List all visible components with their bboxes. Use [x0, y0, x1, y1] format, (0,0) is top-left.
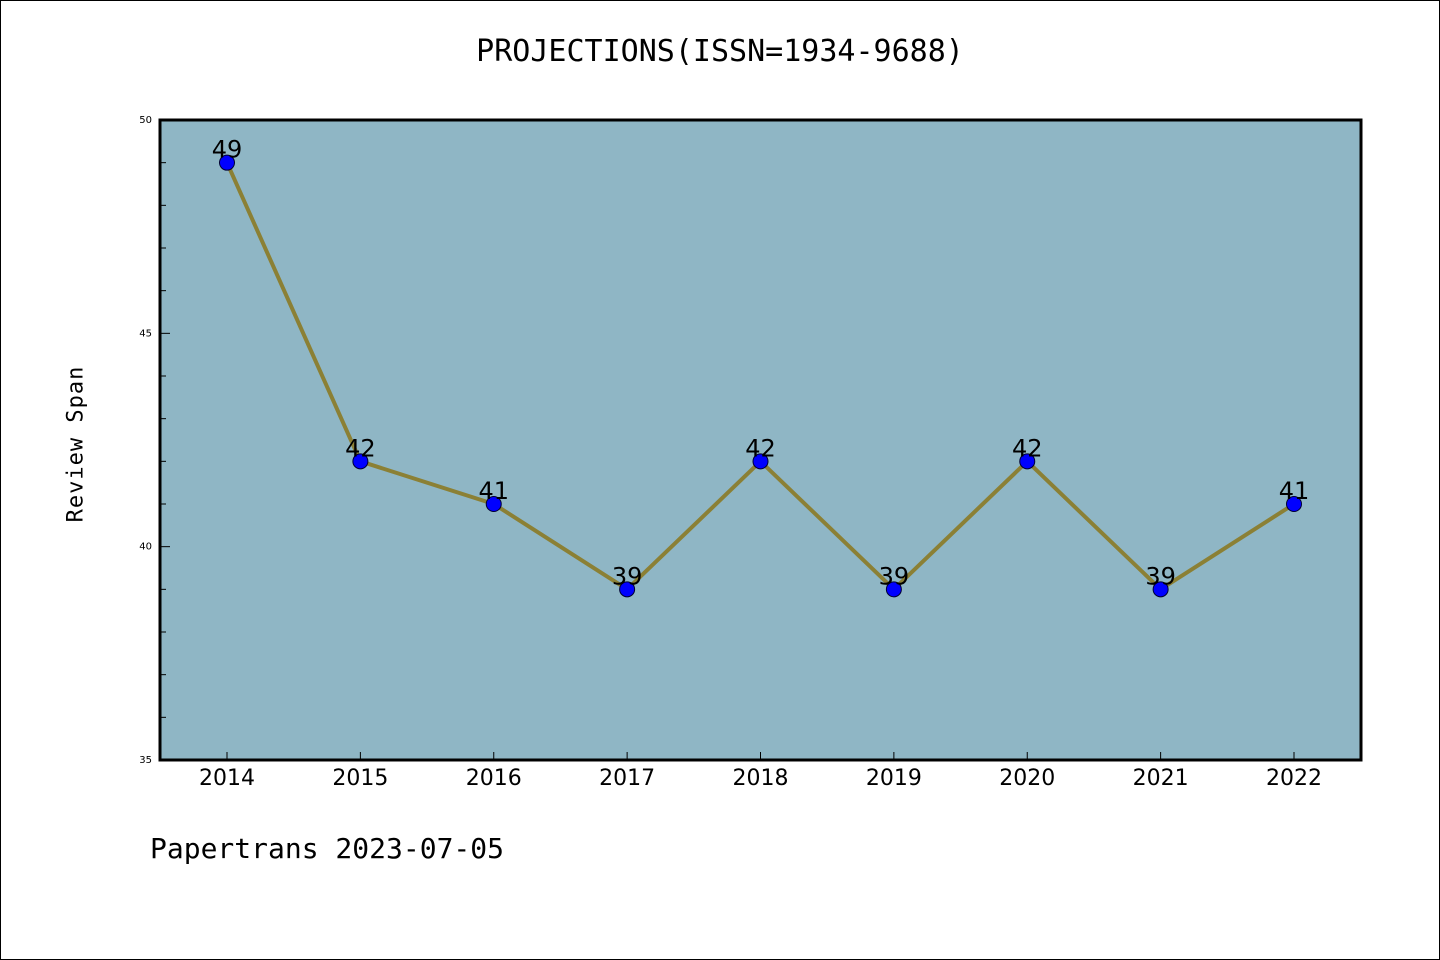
data-label: 49 [212, 136, 243, 164]
data-label: 39 [1145, 562, 1176, 590]
x-tick-label: 2016 [466, 766, 522, 791]
data-point [352, 453, 369, 470]
x-tick-label: 2021 [1133, 766, 1189, 791]
x-tick-label: 2018 [733, 766, 789, 791]
x-tick-label: 2014 [199, 766, 255, 791]
data-label: 42 [345, 434, 376, 462]
y-tick-label: 40 [139, 542, 152, 553]
data-point [1152, 581, 1169, 598]
x-tick-label: 2022 [1266, 766, 1322, 791]
plot-border [158, 118, 1363, 762]
data-point [752, 453, 769, 470]
x-tick-label: 2015 [332, 766, 388, 791]
chart-title: PROJECTIONS(ISSN=1934-9688) [476, 34, 964, 69]
data-point [1286, 496, 1302, 512]
data-labels: 49 42 41 39 42 39 42 39 41 [212, 136, 1310, 591]
data-label: 41 [478, 477, 509, 505]
y-tick-label: 45 [139, 328, 152, 339]
data-label: 39 [879, 562, 910, 590]
x-axis: 2014 2015 2016 2017 2018 2019 2020 2021 2022 [199, 752, 1322, 791]
data-point [1019, 453, 1036, 470]
y-tick-label: 35 [139, 755, 152, 766]
x-tick-label: 2019 [866, 766, 922, 791]
footer-text: Papertrans 2023-07-05 [150, 832, 505, 865]
data-label: 42 [1012, 434, 1043, 462]
data-label: 39 [612, 562, 643, 590]
series-markers [219, 154, 1302, 598]
y-tick-label: 50 [139, 115, 152, 126]
data-point [219, 154, 235, 171]
data-label: 42 [745, 434, 776, 462]
data-point [619, 581, 636, 598]
x-tick-label: 2020 [999, 766, 1055, 791]
data-point [885, 581, 902, 598]
data-point [485, 496, 502, 512]
plot-area [160, 120, 1361, 760]
data-label: 41 [1279, 477, 1310, 505]
x-tick-label: 2017 [599, 766, 655, 791]
